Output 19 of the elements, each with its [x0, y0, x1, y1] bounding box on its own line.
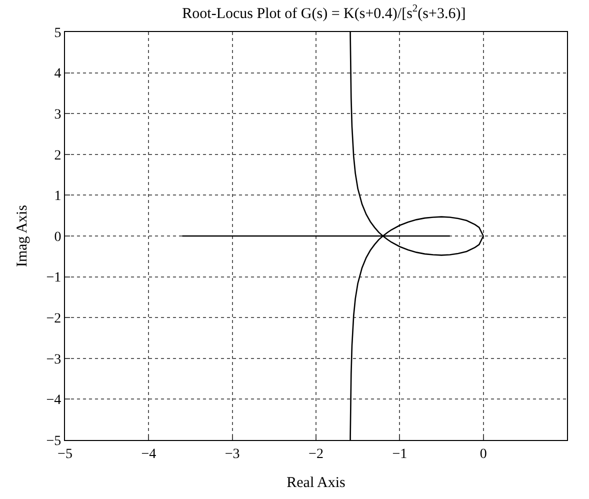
x-tick-label: 0 — [480, 446, 487, 462]
x-tick-label: −3 — [224, 446, 240, 462]
y-axis-title: Imag Axis — [14, 204, 31, 268]
y-tick-label: 0 — [54, 230, 62, 245]
x-tick-label: −4 — [141, 446, 156, 462]
y-tick-label: −4 — [46, 393, 62, 408]
y-tick-label: 5 — [54, 26, 62, 41]
y-tick-label: 3 — [54, 108, 62, 122]
x-tick-label: −1 — [392, 446, 408, 462]
x-tick-label: −2 — [308, 446, 324, 462]
y-tick-label: 4 — [54, 66, 62, 82]
y-tick-label: 2 — [54, 148, 62, 164]
y-tick-label: −1 — [46, 270, 62, 286]
x-axis-title: Real Axis — [286, 474, 346, 491]
chart-title: Root-Locus Plot of G(s) = K(s+0.4)/[s$^{2}$(s+3.6)] — [182, 4, 466, 22]
y-tick-label: −3 — [46, 352, 62, 368]
y-tick-label: −2 — [46, 312, 62, 326]
y-tick-label: 1 — [54, 189, 62, 204]
y-tick-label: −5 — [46, 434, 62, 449]
